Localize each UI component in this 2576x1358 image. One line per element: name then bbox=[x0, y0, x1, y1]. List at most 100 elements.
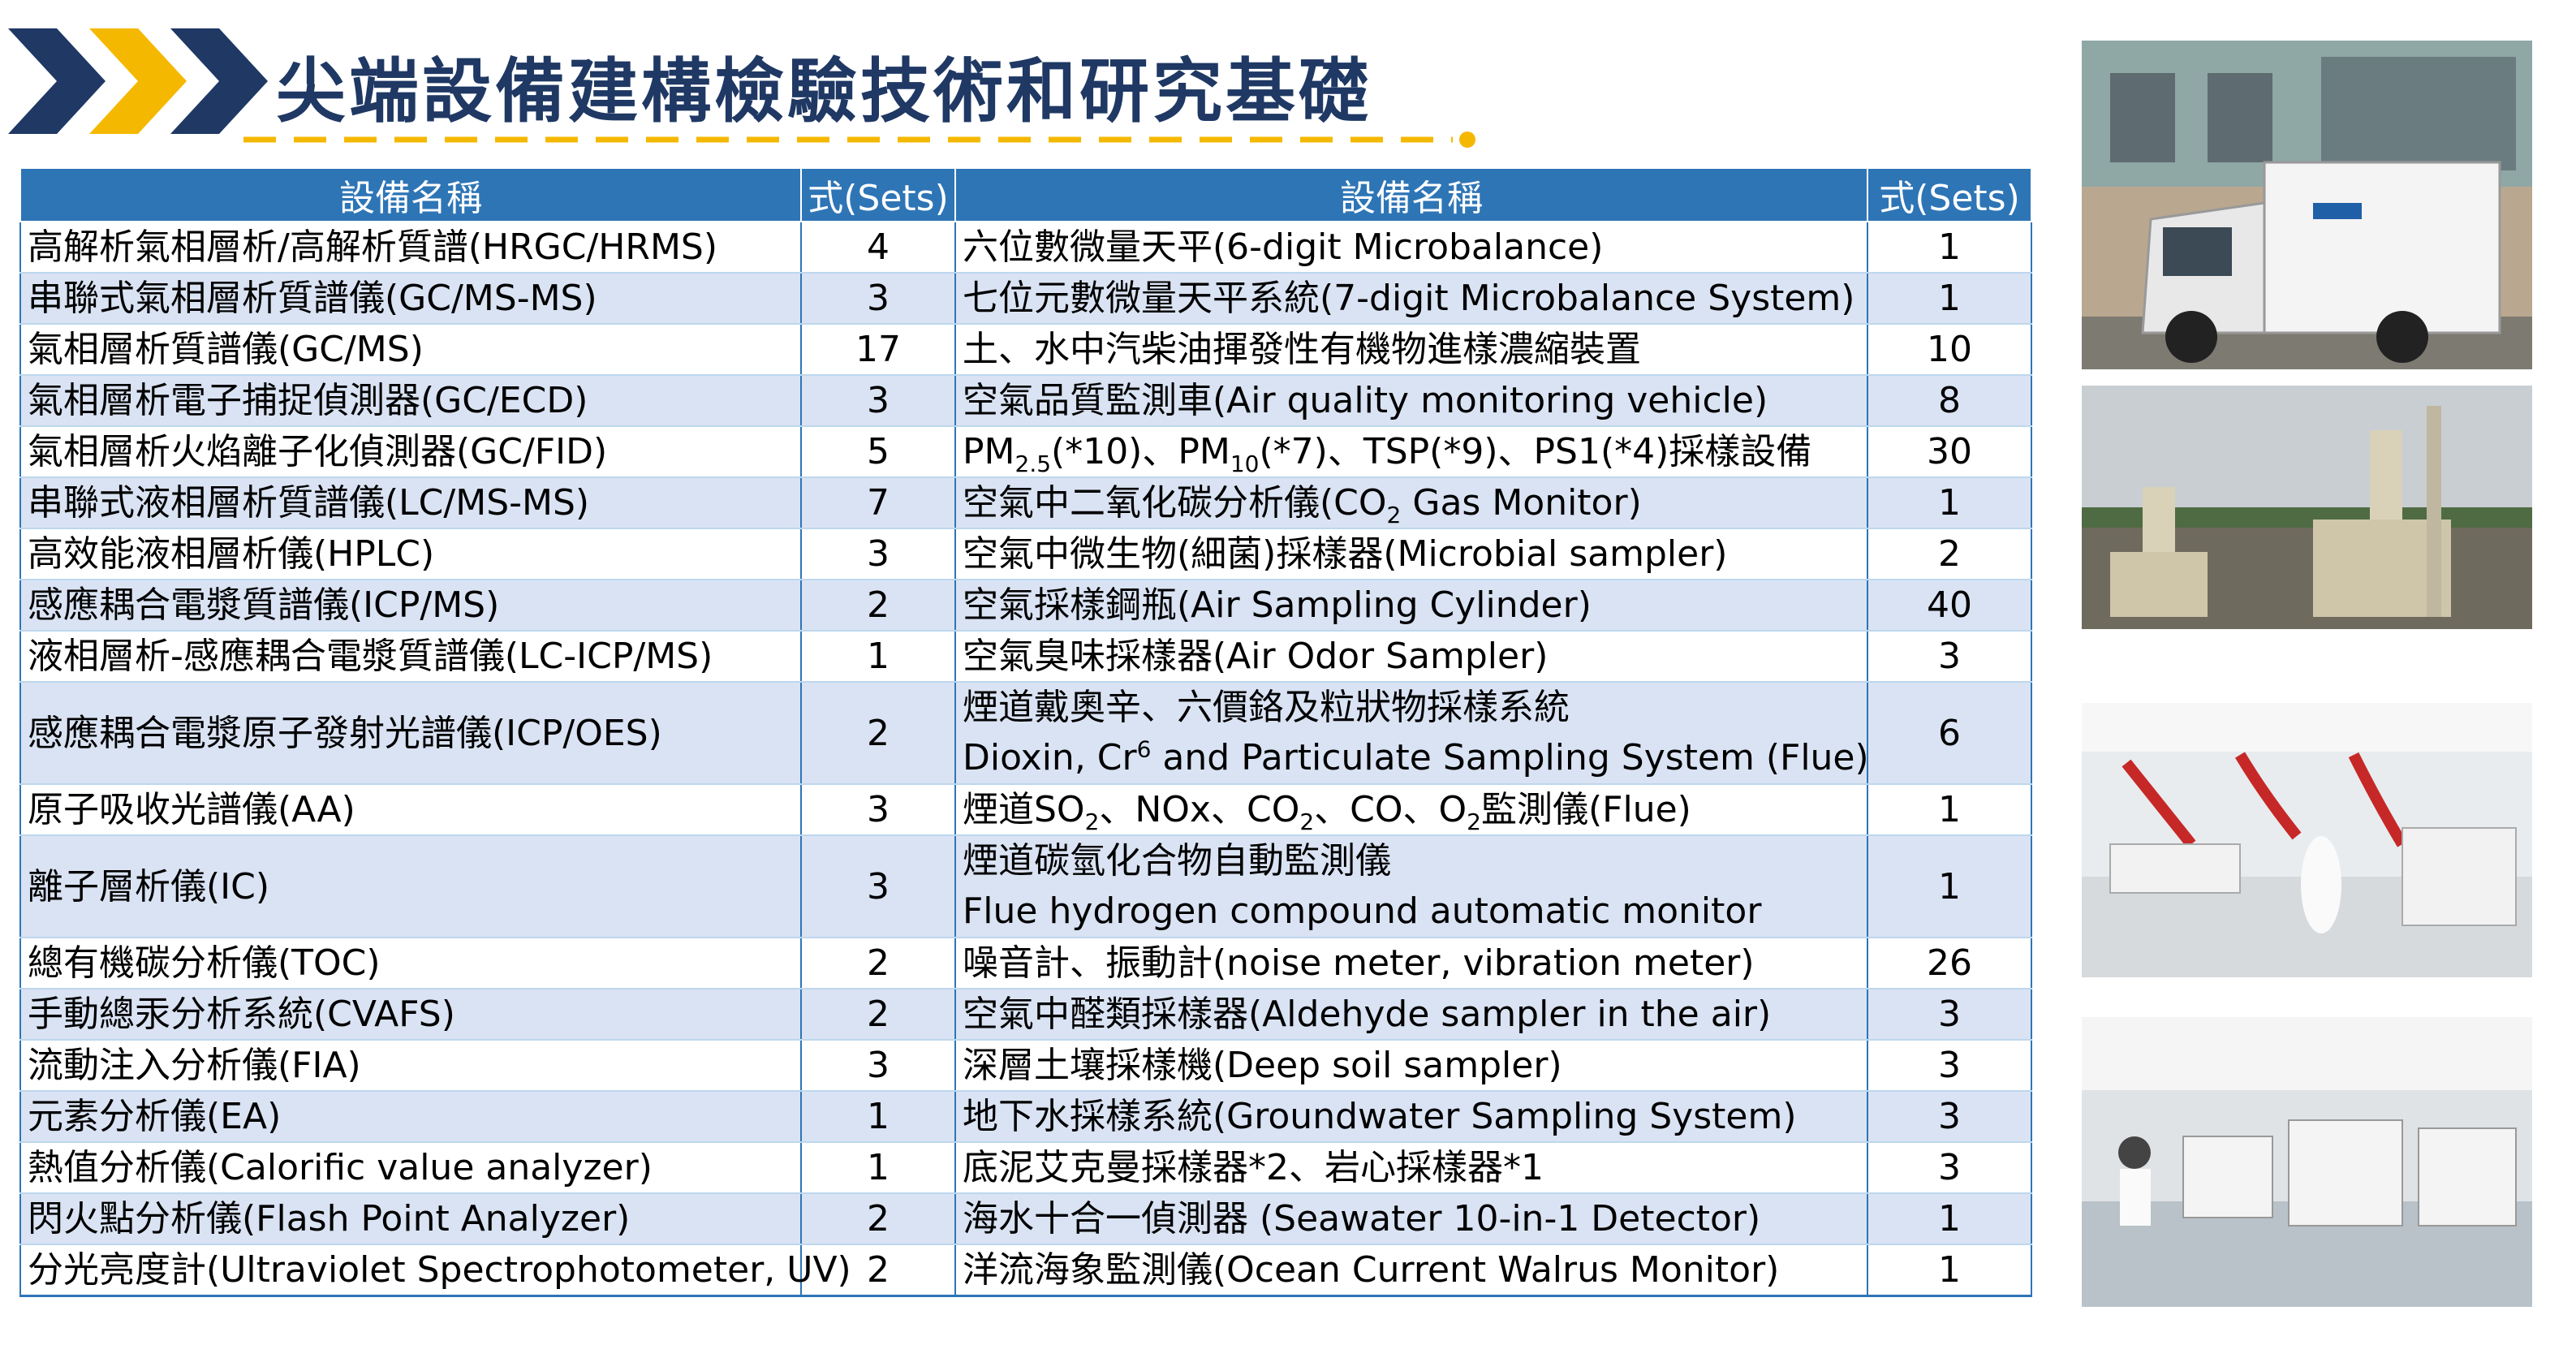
sets-cell: 1 bbox=[1867, 834, 2032, 938]
cell-line: 煙道碳氫化合物自動監測儀 bbox=[963, 836, 1860, 886]
cell-line: 煙道戴奧辛、六價鉻及粒狀物採樣系統 bbox=[963, 683, 1860, 733]
name-cell: 海水十合一偵測器 (Seawater 10-in-1 Detector) bbox=[954, 1192, 1868, 1245]
text: 煙道SO bbox=[963, 789, 1085, 830]
sets-cell: 26 bbox=[1867, 937, 2032, 989]
name-cell: 感應耦合電漿質譜儀(ICP/MS) bbox=[19, 579, 802, 632]
text: 七位元數微量天平系統(7-digit Microbalance System) bbox=[963, 278, 1855, 319]
column-header: 式(Sets) bbox=[1867, 167, 2032, 222]
name-cell: 氣相層析質譜儀(GC/MS) bbox=[19, 323, 802, 376]
name-cell: 流動注入分析儀(FIA) bbox=[19, 1039, 802, 1092]
name-cell: 空氣品質監測車(Air quality monitoring vehicle) bbox=[954, 374, 1868, 427]
text: 2 bbox=[867, 942, 890, 984]
column-header: 設備名稱 bbox=[19, 167, 802, 222]
sets-cell: 3 bbox=[800, 374, 956, 427]
photo-drill bbox=[2082, 386, 2532, 629]
name-cell: 分光亮度計(Ultraviolet Spectrophotometer, UV) bbox=[19, 1244, 851, 1297]
text: 噪音計、振動計(noise meter, vibration meter) bbox=[963, 942, 1755, 984]
subscript: 2.5 bbox=[1014, 450, 1052, 477]
text: 1 bbox=[1938, 789, 1961, 830]
text: 深層土壤採樣機(Deep soil sampler) bbox=[963, 1045, 1562, 1086]
text: 3 bbox=[867, 1045, 890, 1086]
sets-cell: 3 bbox=[1867, 1090, 2032, 1143]
sets-cell: 30 bbox=[1867, 425, 2032, 478]
text: 3 bbox=[867, 865, 890, 907]
text: 1 bbox=[1938, 226, 1961, 268]
chevron bbox=[8, 28, 106, 134]
table-row: 氣相層析火焰離子化偵測器(GC/FID) 5 PM2.5(*10)、PM10(*7)… bbox=[19, 425, 2032, 478]
text: 地下水採樣系統(Groundwater Sampling System) bbox=[963, 1096, 1797, 1137]
name-cell: 高效能液相層析儀(HPLC) bbox=[19, 528, 802, 580]
name-cell: 噪音計、振動計(noise meter, vibration meter) bbox=[954, 937, 1868, 989]
text: 5 bbox=[867, 431, 890, 472]
text: 液相層析-感應耦合電漿質譜儀(LC-ICP/MS) bbox=[28, 636, 713, 677]
sets-cell: 4 bbox=[800, 221, 956, 274]
sets-cell: 2 bbox=[800, 1244, 956, 1297]
cell-line: Flue hydrogen compound automatic monitor bbox=[963, 886, 1860, 937]
text: 3 bbox=[1938, 1045, 1961, 1086]
text: 氣相層析質譜儀(GC/MS) bbox=[28, 329, 424, 370]
table-header: 設備名稱 式(Sets) 設備名稱 式(Sets) bbox=[19, 167, 2032, 222]
sets-cell: 3 bbox=[1867, 1039, 2032, 1092]
table-row: 分光亮度計(Ultraviolet Spectrophotometer, UV)… bbox=[19, 1244, 2032, 1297]
sets-cell: 3 bbox=[1867, 1141, 2032, 1194]
sets-cell: 1 bbox=[1867, 1244, 2032, 1297]
text: 8 bbox=[1938, 380, 1961, 421]
text: 氣相層析電子捕捉偵測器(GC/ECD) bbox=[28, 380, 588, 421]
text: 洋流海象監測儀(Ocean Current Walrus Monitor) bbox=[963, 1249, 1780, 1291]
name-cell: 洋流海象監測儀(Ocean Current Walrus Monitor) bbox=[954, 1244, 1868, 1297]
name-cell: 液相層析-感應耦合電漿質譜儀(LC-ICP/MS) bbox=[19, 630, 802, 683]
text: 10 bbox=[1927, 329, 1972, 370]
table-row: 流動注入分析儀(FIA) 3 深層土壤採樣機(Deep soil sampler) 3 bbox=[19, 1039, 2032, 1092]
text: 高解析氣相層析/高解析質譜(HRGC/HRMS) bbox=[28, 226, 718, 268]
sets-cell: 7 bbox=[800, 476, 956, 529]
sets-cell: 1 bbox=[1867, 476, 2032, 529]
table-row: 串聯式液相層析質譜儀(LC/MS-MS) 7 空氣中二氧化碳分析儀(CO2 Gas … bbox=[19, 476, 2032, 529]
text: 原子吸收光譜儀(AA) bbox=[28, 789, 355, 830]
column-header: 式(Sets) bbox=[800, 167, 956, 222]
text: 感應耦合電漿原子發射光譜儀(ICP/OES) bbox=[28, 712, 662, 754]
text: 1 bbox=[1938, 482, 1961, 524]
text: 3 bbox=[1938, 636, 1961, 677]
name-cell: 氣相層析電子捕捉偵測器(GC/ECD) bbox=[19, 374, 802, 427]
sets-cell: 1 bbox=[1867, 221, 2032, 274]
table-row: 串聯式氣相層析質譜儀(GC/MS-MS) 3 七位元數微量天平系統(7-digit … bbox=[19, 272, 2032, 325]
name-cell: 手動總汞分析系統(CVAFS) bbox=[19, 988, 802, 1041]
text: 26 bbox=[1927, 942, 1972, 984]
name-cell: 高解析氣相層析/高解析質譜(HRGC/HRMS) bbox=[19, 221, 802, 274]
text: 土、水中汽柴油揮發性有機物進樣濃縮裝置 bbox=[963, 329, 1641, 370]
text: 1 bbox=[1938, 865, 1961, 907]
sets-cell: 2 bbox=[800, 988, 956, 1041]
sets-cell: 2 bbox=[1867, 528, 2032, 580]
name-cell: 串聯式氣相層析質譜儀(GC/MS-MS) bbox=[19, 272, 802, 325]
name-cell: 土、水中汽柴油揮發性有機物進樣濃縮裝置 bbox=[954, 323, 1868, 376]
text: 底泥艾克曼採樣器*2、岩心採樣器*1 bbox=[963, 1147, 1544, 1188]
text: 海水十合一偵測器 (Seawater 10-in-1 Detector) bbox=[963, 1198, 1761, 1239]
subscript: 2 bbox=[1467, 808, 1481, 835]
table-row: 熱值分析儀(Calorific value analyzer) 1 底泥艾克曼採樣器… bbox=[19, 1141, 2032, 1194]
name-cell: 空氣採樣鋼瓶(Air Sampling Cylinder) bbox=[954, 579, 1868, 632]
text: 3 bbox=[867, 533, 890, 575]
text: (*10)、PM bbox=[1051, 431, 1230, 472]
table-row: 高解析氣相層析/高解析質譜(HRGC/HRMS) 4 六位數微量天平(6-digit… bbox=[19, 221, 2032, 274]
sets-cell: 1 bbox=[1867, 272, 2032, 325]
name-cell: PM2.5(*10)、PM10(*7)、TSP(*9)、PS1(*4)採樣設備 bbox=[954, 425, 1868, 478]
name-cell: 熱值分析儀(Calorific value analyzer) bbox=[19, 1141, 802, 1194]
text: 高效能液相層析儀(HPLC) bbox=[28, 533, 435, 575]
sets-cell: 3 bbox=[800, 272, 956, 325]
text: 元素分析儀(EA) bbox=[28, 1096, 282, 1137]
name-cell: 煙道戴奧辛、六價鉻及粒狀物採樣系統 Dioxin, Cr6 and Particu… bbox=[954, 681, 1869, 785]
table-row: 感應耦合電漿質譜儀(ICP/MS) 2 空氣採樣鋼瓶(Air Sampling Cy… bbox=[19, 579, 2032, 632]
sets-cell: 1 bbox=[800, 1141, 956, 1194]
photo-lab bbox=[2082, 703, 2532, 977]
text: 總有機碳分析儀(TOC) bbox=[28, 942, 381, 984]
sets-cell: 2 bbox=[800, 579, 956, 632]
sets-cell: 3 bbox=[1867, 988, 2032, 1041]
text: 閃火點分析儀(Flash Point Analyzer) bbox=[28, 1198, 631, 1239]
text: 3 bbox=[1938, 1147, 1961, 1188]
name-cell: 地下水採樣系統(Groundwater Sampling System) bbox=[954, 1090, 1868, 1143]
rule-dot bbox=[1459, 131, 1475, 148]
table-row: 感應耦合電漿原子發射光譜儀(ICP/OES) 2 煙道戴奧辛、六價鉻及粒狀物採樣系統… bbox=[19, 681, 2032, 785]
text: and Particulate Sampling System (Flue) bbox=[1151, 737, 1869, 778]
text: 3 bbox=[1938, 994, 1961, 1035]
